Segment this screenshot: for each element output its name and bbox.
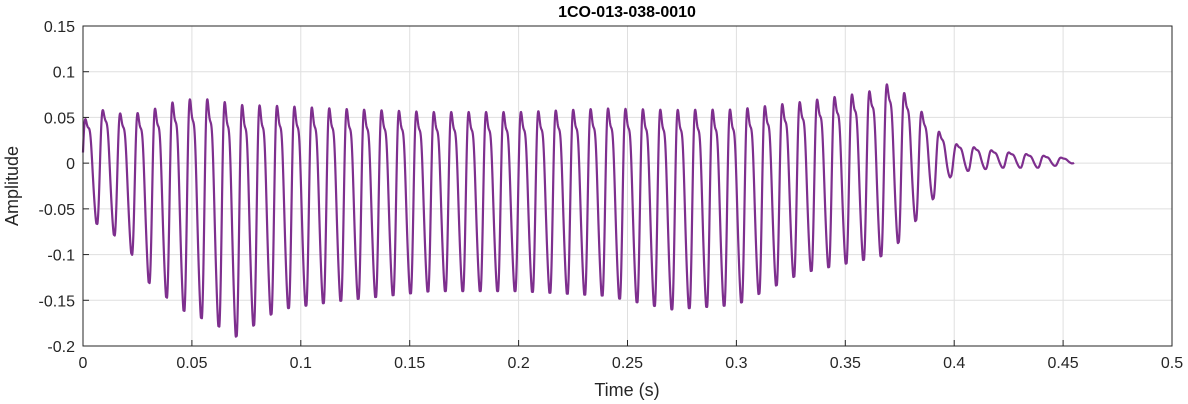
y-tick-label: -0.15 <box>39 293 76 310</box>
x-axis: 0 0.05 0.1 0.15 0.2 0.25 0.3 0.35 0.4 0.45 0.5 <box>79 340 1183 372</box>
chart-title: 1CO-013-038-0010 <box>558 4 696 21</box>
y-tick-label: 0.05 <box>44 110 75 127</box>
x-tick-label: 0.2 <box>507 355 529 372</box>
y-tick-label: -0.1 <box>47 248 75 265</box>
grid <box>82 25 1173 347</box>
y-tick-label: 0.1 <box>53 65 75 82</box>
waveform-series-line <box>81 83 1075 338</box>
y-axis-label: Amplitude <box>2 146 22 226</box>
x-tick-label: 0.5 <box>1161 355 1183 372</box>
y-axis: 0.15 0.1 0.05 0 -0.05 -0.1 -0.15 -0.2 <box>39 19 89 356</box>
x-tick-label: 0 <box>79 355 88 372</box>
x-tick-label: 0.1 <box>290 355 312 372</box>
x-tick-label: 0.4 <box>943 355 965 372</box>
y-tick-label: -0.05 <box>39 202 76 219</box>
x-tick-label: 0.05 <box>176 355 207 372</box>
y-tick-label: -0.2 <box>47 339 75 356</box>
x-tick-label: 0.15 <box>394 355 425 372</box>
y-tick-label: 0.15 <box>44 19 75 36</box>
plot-frame <box>82 25 1173 347</box>
x-tick-label: 0.25 <box>612 355 643 372</box>
x-tick-label: 0.45 <box>1048 355 1079 372</box>
x-tick-label: 0.35 <box>830 355 861 372</box>
x-tick-label: 0.3 <box>725 355 747 372</box>
y-tick-label: 0 <box>66 156 75 173</box>
x-axis-label: Time (s) <box>594 380 659 400</box>
